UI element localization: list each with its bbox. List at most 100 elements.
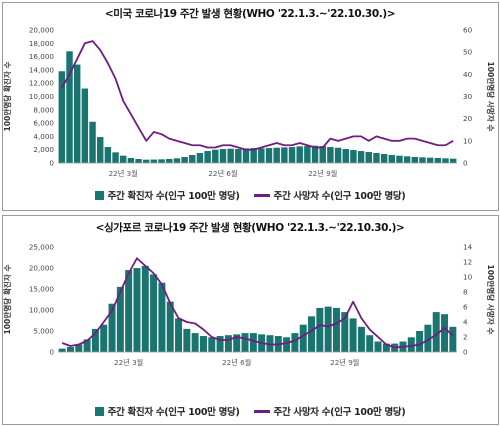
sg-bar <box>141 265 149 352</box>
sg-legend-bar-swatch <box>94 406 104 416</box>
us-y-tick-label: 20,000 <box>29 26 55 35</box>
sg-bar <box>374 341 382 352</box>
us-y2-axis-title: 100만명당 사망자 수 <box>486 61 496 131</box>
sg-bar <box>357 326 365 352</box>
sg-x-tick-label: 22년 9월 <box>330 358 359 367</box>
sg-bar <box>241 333 249 352</box>
us-y-tick-label: 4,000 <box>33 132 54 141</box>
sg-bar <box>324 306 332 352</box>
sg-bar <box>291 333 299 352</box>
us-y-tick-label: 6,000 <box>33 119 54 128</box>
sg-bar <box>66 346 74 352</box>
sg-chart-panel <box>2 215 499 425</box>
us-bar <box>311 145 319 163</box>
us-bar <box>173 158 181 163</box>
sg-bar <box>341 312 349 352</box>
sg-bar <box>407 337 415 352</box>
sg-bar <box>441 314 449 352</box>
us-y-tick-label: 0 <box>49 159 54 168</box>
sg-deaths-line <box>61 257 454 349</box>
us-bar <box>96 137 104 163</box>
sg-bar <box>58 348 66 352</box>
us-bar <box>196 153 204 163</box>
us-bar <box>89 121 96 163</box>
sg-chart-title: <싱가포르 코로나19 주간 발생 현황(WHO '22.1.3.~'22.10… <box>95 222 405 234</box>
sg-bar <box>382 343 390 352</box>
us-bar <box>434 158 442 163</box>
us-bar <box>449 158 457 163</box>
us-y2-tick-label: 0 <box>463 159 468 168</box>
us-y-tick-label: 8,000 <box>33 105 54 114</box>
us-bar <box>227 148 234 163</box>
us-bar <box>235 149 242 163</box>
sg-legend-line-swatch <box>253 409 270 413</box>
sg-y-tick-label: 20,000 <box>29 264 55 273</box>
sg-bar <box>108 303 116 352</box>
sg-y-tick-label: 5,000 <box>33 327 54 336</box>
sg-y2-tick-label: 14 <box>463 243 473 252</box>
us-bar <box>419 157 426 163</box>
sg-y-tick-label: 10,000 <box>29 306 55 315</box>
us-bar <box>357 151 365 163</box>
sg-y2-axis-title: 100만명당 사망자 수 <box>486 264 496 334</box>
us-bar <box>158 159 165 163</box>
us-bar <box>120 155 127 163</box>
us-y-tick-label: 14,000 <box>29 65 55 74</box>
sg-bar <box>449 326 457 352</box>
sg-bar <box>116 286 124 352</box>
sg-bar <box>308 316 316 352</box>
us-bar <box>104 147 112 163</box>
sg-bar <box>75 344 83 352</box>
sg-bar <box>299 324 307 352</box>
sg-y-tick-label: 25,000 <box>29 243 55 252</box>
sg-bar <box>424 324 432 352</box>
us-x-tick-label: 22년 9월 <box>308 169 337 178</box>
sg-legend-bar-label: 주간 확진자 수(인구 100만 명당) <box>107 407 240 418</box>
us-bar <box>373 153 380 163</box>
sg-bar <box>183 328 191 352</box>
us-bar <box>189 155 196 163</box>
us-bar <box>73 64 81 163</box>
sg-y2-tick-label: 10 <box>463 273 473 282</box>
sg-y-tick-label: 0 <box>49 348 54 357</box>
sg-bar <box>316 307 324 352</box>
us-y2-tick-label: 20 <box>463 114 473 123</box>
sg-x-tick-label: 22년 3월 <box>114 358 143 367</box>
us-bar <box>281 147 288 163</box>
sg-y-tick-label: 15,000 <box>29 285 55 294</box>
us-bar <box>250 148 257 163</box>
us-bar <box>403 156 411 163</box>
sg-bar <box>175 318 183 352</box>
us-bar <box>135 159 142 163</box>
sg-bar <box>349 318 357 352</box>
sg-bar <box>283 337 291 352</box>
us-bar <box>258 148 265 163</box>
sg-bar <box>432 312 440 352</box>
us-bar <box>350 150 357 163</box>
us-x-tick-label: 22년 6월 <box>208 169 237 178</box>
us-bar <box>388 155 396 163</box>
us-bar <box>380 154 388 163</box>
sg-bar <box>133 268 141 352</box>
us-legend-line-label: 주간 사망자 수(인구 100만 명당) <box>273 191 406 202</box>
sg-bar <box>332 307 340 352</box>
sg-bar <box>91 328 99 352</box>
us-y-tick-label: 2,000 <box>33 145 54 154</box>
sg-y2-tick-label: 8 <box>463 288 468 297</box>
us-bar <box>288 147 296 163</box>
sg-bar <box>166 301 174 352</box>
sg-y2-tick-label: 6 <box>463 303 468 312</box>
us-y-tick-label: 16,000 <box>29 52 55 61</box>
us-bar <box>411 157 419 163</box>
us-bar <box>396 155 403 163</box>
us-bar <box>242 148 250 163</box>
us-y-tick-label: 10,000 <box>29 92 55 101</box>
us-bar <box>304 146 311 163</box>
us-bar <box>265 148 273 163</box>
us-bar <box>181 157 188 163</box>
us-bar <box>112 152 119 163</box>
us-bar <box>219 149 227 163</box>
us-bar <box>296 146 303 164</box>
